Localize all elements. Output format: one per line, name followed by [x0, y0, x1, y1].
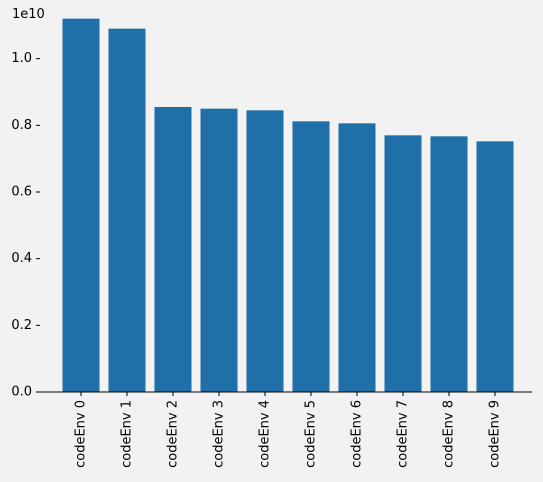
bar-3 — [200, 108, 238, 393]
y-tick-label-2: 0.4 — [11, 251, 32, 266]
x-tick-label-9: codeEnv 9 — [488, 400, 503, 468]
y-ticks-group: 0.0 0.2 0.4 0.6 0.8 1.0 — [11, 51, 40, 400]
bar-1 — [108, 28, 146, 393]
x-tick-label-8: codeEnv 8 — [442, 400, 457, 468]
bars-group — [62, 18, 514, 393]
x-tick-label-2: codeEnv 2 — [166, 400, 181, 468]
bar-6 — [338, 123, 376, 392]
x-tick-label-4: codeEnv 4 — [258, 400, 273, 468]
bar-0 — [62, 18, 100, 393]
bar-2 — [154, 107, 192, 392]
bar-5 — [292, 121, 330, 392]
x-tick-label-7: codeEnv 7 — [396, 400, 411, 468]
y-tick-label-0: 0.0 — [11, 385, 32, 400]
bar-4 — [246, 110, 284, 392]
x-tick-label-1: codeEnv 1 — [120, 400, 135, 468]
bar-8 — [430, 136, 468, 392]
y-tick-label-4: 0.8 — [11, 118, 32, 133]
y-axis-offset-label: 1e10 — [12, 7, 45, 22]
y-tick-label-5: 1.0 — [11, 51, 32, 66]
x-tick-label-0: codeEnv 0 — [74, 400, 89, 468]
y-tick-label-3: 0.6 — [11, 185, 32, 200]
bar-7 — [384, 135, 422, 393]
y-tick-label-1: 0.2 — [11, 318, 32, 333]
x-tick-label-3: codeEnv 3 — [212, 400, 227, 468]
x-tick-label-5: codeEnv 5 — [304, 400, 319, 468]
bar-9 — [476, 141, 514, 392]
x-tick-label-6: codeEnv 6 — [350, 400, 365, 468]
x-ticks-group: codeEnv 0 codeEnv 1 codeEnv 2 codeEnv 3 code… — [74, 392, 503, 468]
